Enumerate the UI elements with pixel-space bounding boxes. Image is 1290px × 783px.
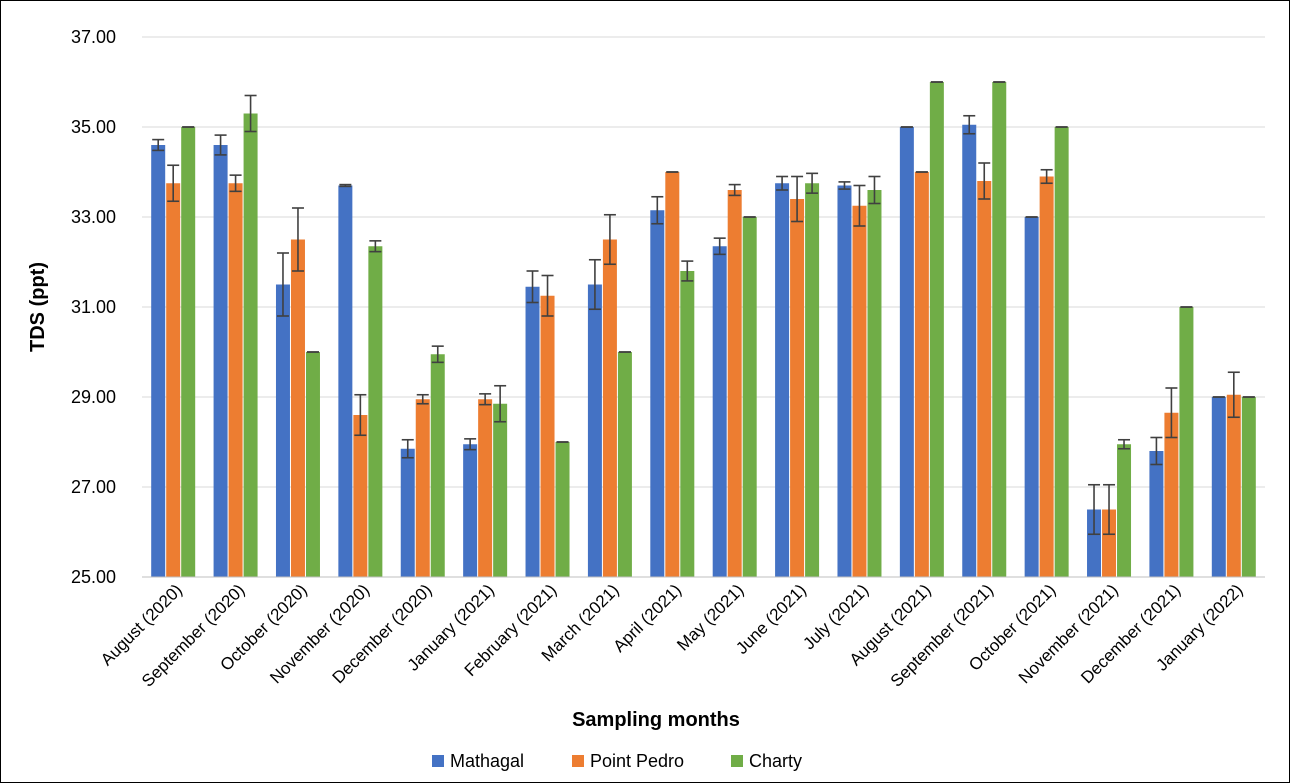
bar <box>353 415 368 577</box>
y-tick-label: 37.00 <box>71 27 116 47</box>
bar <box>914 172 929 577</box>
legend-label: Point Pedro <box>590 751 684 771</box>
x-tick-label: September (2021) <box>887 580 997 690</box>
bar <box>742 217 757 577</box>
bar <box>305 352 320 577</box>
bar <box>1149 451 1164 577</box>
y-tick-label: 33.00 <box>71 207 116 227</box>
bar <box>712 246 727 577</box>
bar <box>1179 307 1194 577</box>
bar <box>727 190 742 577</box>
bar <box>368 246 383 577</box>
y-tick-label: 35.00 <box>71 117 116 137</box>
bar <box>1054 127 1069 577</box>
bar <box>992 82 1007 577</box>
bar <box>430 354 445 577</box>
bar <box>977 181 992 577</box>
gridlines <box>142 36 1265 488</box>
bar <box>587 284 602 577</box>
bar <box>228 183 243 577</box>
bar <box>867 190 882 577</box>
bar <box>837 185 852 577</box>
bar <box>213 145 228 577</box>
x-tick-label: April (2021) <box>610 580 686 656</box>
legend-swatch <box>731 755 743 767</box>
error-bars <box>152 81 1255 536</box>
bars <box>151 82 1256 577</box>
bar <box>290 239 305 577</box>
bar <box>805 183 820 577</box>
y-tick-label: 31.00 <box>71 297 116 317</box>
bar <box>1039 176 1054 577</box>
bar <box>899 127 914 577</box>
bar <box>493 403 508 577</box>
bar <box>181 127 196 577</box>
legend-label: Mathagal <box>450 751 524 771</box>
x-tick-labels: August (2020)September (2020)October (20… <box>97 580 1247 690</box>
legend: Mathagal Point Pedro Charty <box>432 751 802 771</box>
bar <box>962 124 977 577</box>
legend-label: Charty <box>749 751 802 771</box>
bar <box>1211 397 1226 577</box>
x-axis-title: Sampling months <box>572 709 740 731</box>
bar <box>166 183 181 577</box>
bar <box>463 444 478 577</box>
bar <box>1164 412 1179 577</box>
bar <box>680 271 695 577</box>
bar <box>525 286 540 577</box>
bar <box>243 113 258 577</box>
bar <box>617 352 632 577</box>
y-tick-labels: 25.00 27.00 29.00 31.00 33.00 35.00 37.00 <box>71 27 116 587</box>
bar <box>852 205 867 577</box>
bar <box>1087 509 1102 577</box>
bar <box>1241 397 1256 577</box>
bar <box>1117 444 1132 577</box>
bar <box>1226 394 1241 577</box>
bar <box>478 399 493 577</box>
bar <box>650 210 665 577</box>
bar <box>1024 217 1039 577</box>
legend-swatch <box>572 755 584 767</box>
legend-swatch <box>432 755 444 767</box>
bar <box>790 199 805 577</box>
x-tick-label: September (2020) <box>138 580 248 690</box>
bar <box>338 185 353 577</box>
bar <box>151 145 166 577</box>
y-tick-label: 25.00 <box>71 567 116 587</box>
bar <box>540 295 555 577</box>
bar <box>929 82 944 577</box>
bar <box>665 172 680 577</box>
bar <box>415 399 430 577</box>
bar <box>1102 509 1117 577</box>
y-tick-label: 29.00 <box>71 387 116 407</box>
y-axis-title: TDS (ppt) <box>27 262 49 352</box>
bar <box>275 284 290 577</box>
bar <box>602 239 617 577</box>
y-tick-label: 27.00 <box>71 477 116 497</box>
bar <box>400 448 415 577</box>
bar <box>775 183 790 577</box>
bar <box>555 442 570 577</box>
